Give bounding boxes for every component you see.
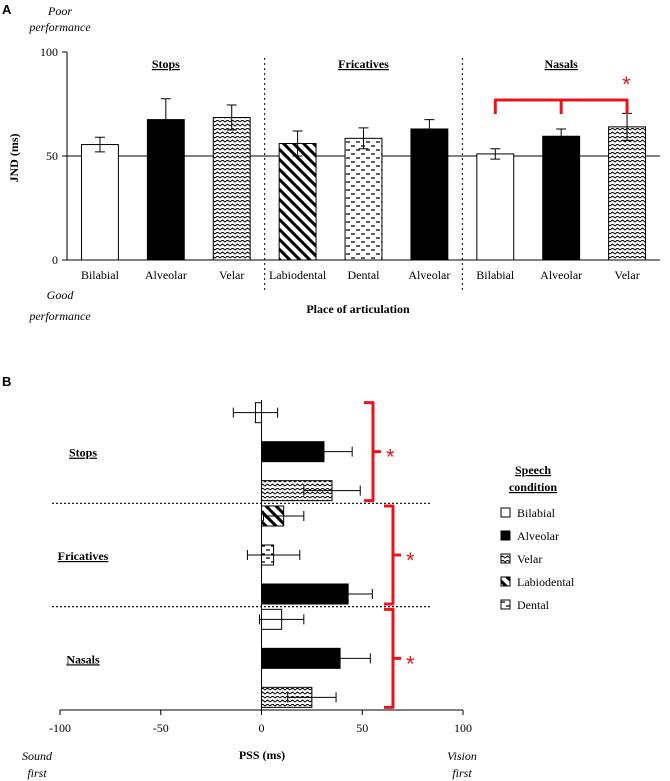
legend-label-bilabial: Bilabial (517, 506, 556, 520)
panel-a-category-label: Alveolar (408, 268, 450, 282)
panel-b-significance-bracket (384, 607, 401, 709)
bar-fricatives-dental (344, 137, 383, 261)
panel-a-top-note-line1: Poor (47, 4, 72, 18)
error-bar-stops-alveolar (295, 446, 353, 457)
panel-b-x-tick-label: 100 (454, 721, 472, 735)
bar-nasals-alveolar (542, 135, 581, 261)
panel-a-category-label: Alveolar (540, 268, 582, 282)
panel-a-group-label: Stops (152, 57, 180, 71)
legend-label-dental: Dental (517, 598, 550, 612)
panel-a-bottom-note-line1: Good (47, 288, 75, 302)
error-bar-stops-velar (303, 485, 361, 496)
legend-title-line2: condition (509, 480, 557, 494)
bar-stops-bilabial (80, 144, 119, 261)
panel-b-significance-bracket (364, 401, 381, 503)
panel-a-significance-bracket (493, 98, 629, 114)
error-bar-fricatives-labiodental (292, 130, 303, 157)
panel-b-plot: -100 -50 0 50 100 Stops * Fricatives * Nasals * (49, 400, 472, 735)
panel-a-category-label: Bilabial (81, 268, 120, 282)
panel-a-label: A (2, 2, 12, 17)
panel-b-x-tick-label: -50 (153, 721, 169, 735)
panel-a-category-label: Labiodental (269, 268, 327, 282)
legend-title-line1: Speech (515, 463, 551, 477)
error-bar-fricatives-labiodental (263, 511, 305, 521)
panel-b-x-tick-label: 0 (259, 721, 265, 735)
panel-a-y-tick-label: 0 (52, 253, 58, 267)
panel-a-group-label: Fricatives (338, 57, 389, 71)
panel-b-legend: Bilabial Alveolar Velar Labiodental Dental (500, 506, 575, 612)
error-bar-fricatives-alveolar (424, 119, 435, 139)
legend-swatch-dental (500, 599, 511, 610)
panel-b-x-tick-label: -100 (49, 721, 71, 735)
panel-b-significance-star: * (406, 548, 415, 573)
panel-b-group-label: Fricatives (58, 549, 109, 563)
error-bar-fricatives-alveolar (323, 589, 373, 599)
panel-a-category-label: Alveolar (145, 268, 187, 282)
panel-a-y-tick-label: 100 (40, 45, 58, 59)
error-bar-stops-alveolar (160, 98, 171, 141)
legend-label-alveolar: Alveolar (517, 529, 559, 543)
panel-b-x-tick-label: 50 (356, 721, 368, 735)
panel-b-right-note-line2: first (452, 766, 472, 780)
bar-stops-alveolar (146, 119, 185, 261)
error-bar-stops-velar (226, 104, 237, 131)
panel-b-left-note-line1: Sound (22, 749, 53, 763)
error-bar-fricatives-dental (246, 550, 301, 560)
error-bar-nasals-bilabial (490, 148, 501, 160)
legend-label-velar: Velar (517, 552, 542, 566)
bar-nasals-bilabial (476, 153, 515, 261)
legend-swatch-bilabial (500, 507, 511, 518)
panel-a-plot: 0 50 100 Stops Bilabial Alveolar Velar Fricativ… (40, 45, 660, 290)
panel-a-group-label: Nasals (544, 57, 578, 71)
panel-b-label: B (2, 374, 11, 389)
panel-a-top-note-line2: performance (28, 20, 91, 34)
panel-a-category-label: Bilabial (476, 268, 515, 282)
error-bar-nasals-bilabial (258, 614, 305, 625)
error-bar-stops-bilabial (232, 407, 279, 418)
panel-a-category-label: Dental (348, 268, 381, 282)
error-bar-nasals-alveolar (309, 653, 371, 664)
panel-a-x-axis-label: Place of articulation (306, 302, 410, 316)
bar-nasals-velar (608, 126, 647, 261)
error-bar-nasals-velar (287, 692, 337, 703)
panel-a-bottom-note-line2: performance (28, 309, 91, 323)
legend-swatch-alveolar (500, 530, 511, 541)
panel-a-category-label: Velar (219, 268, 244, 282)
panel-b-left-note-line2: first (27, 766, 47, 780)
panel-b-x-axis-label: PSS (ms) (239, 748, 285, 762)
bar-stops-velar (212, 117, 251, 261)
panel-b-right-note-line1: Vision (447, 749, 477, 763)
panel-a-y-axis-label: JND (ms) (7, 134, 21, 183)
panel-b-significance-star: * (406, 651, 415, 676)
legend-swatch-velar (500, 553, 511, 564)
bar-fricatives-alveolar (410, 128, 449, 261)
legend-swatch-labiodental (500, 576, 511, 587)
legend-label-labiodental: Labiodental (517, 575, 575, 589)
bar-fricatives-labiodental (278, 143, 317, 261)
panel-b-significance-bracket (384, 504, 401, 606)
error-bar-stops-bilabial (94, 136, 105, 153)
panel-b-significance-star: * (386, 445, 395, 470)
error-bar-fricatives-dental (358, 127, 369, 150)
panel-b-group-label: Nasals (66, 652, 100, 666)
error-bar-nasals-alveolar (556, 128, 567, 145)
panel-a-y-tick-label: 50 (46, 149, 58, 163)
panel-b-group-label: Stops (69, 446, 97, 460)
panel-a-significance-star: * (622, 72, 631, 97)
panel-a-category-label: Velar (614, 268, 639, 282)
